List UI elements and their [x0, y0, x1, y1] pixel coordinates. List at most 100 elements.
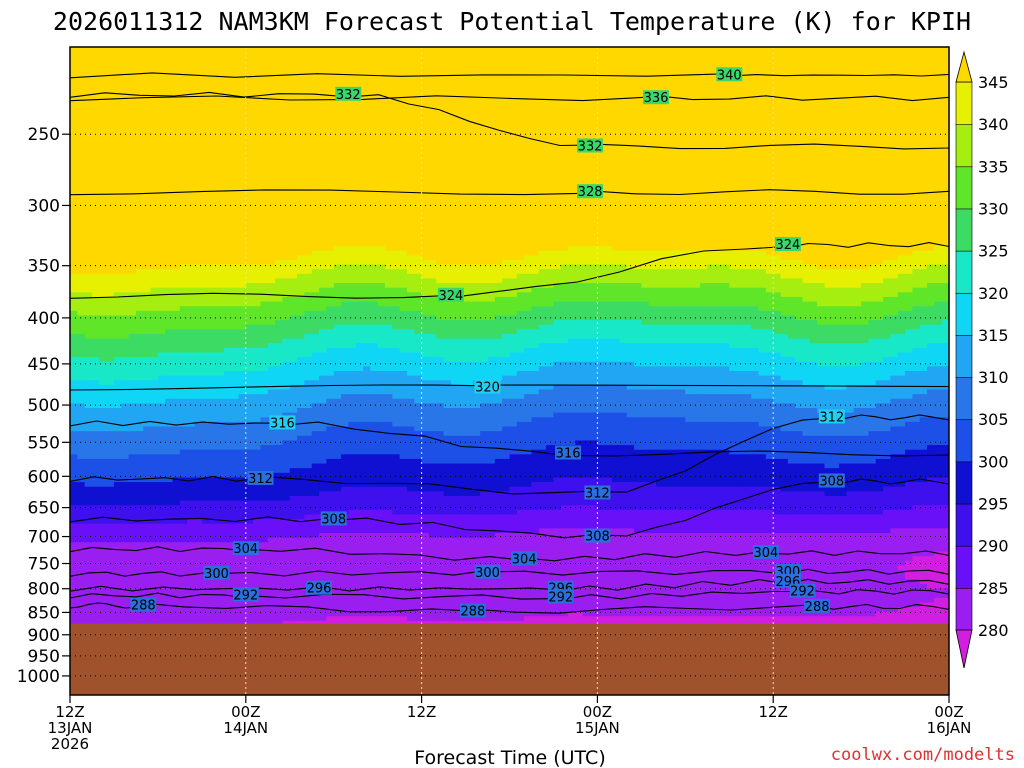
temperature-cell — [172, 602, 181, 608]
temperature-cell — [245, 329, 254, 335]
temperature-cell — [245, 574, 254, 580]
temperature-cell — [319, 463, 327, 469]
temperature-cell — [84, 366, 93, 372]
temperature-cell — [209, 611, 218, 617]
temperature-cell — [179, 185, 188, 192]
temperature-cell — [289, 468, 298, 474]
temperature-cell — [113, 565, 122, 571]
temperature-cell — [113, 357, 122, 363]
temperature-cell — [209, 472, 218, 479]
temperature-cell — [187, 292, 196, 298]
temperature-cell — [99, 620, 108, 627]
temperature-cell — [223, 495, 232, 502]
temperature-cell — [282, 333, 291, 340]
temperature-cell — [194, 384, 203, 391]
temperature-cell — [157, 167, 166, 173]
temperature-cell — [150, 171, 159, 178]
temperature-cell — [209, 292, 218, 298]
temperature-cell — [216, 190, 225, 196]
temperature-cell — [194, 79, 203, 85]
temperature-cell — [297, 412, 305, 418]
temperature-cell — [319, 107, 327, 113]
temperature-cell — [77, 463, 86, 469]
temperature-cell — [326, 338, 335, 344]
temperature-cell — [275, 352, 284, 358]
temperature-cell — [253, 287, 262, 293]
temperature-cell — [297, 144, 305, 150]
temperature-cell — [223, 523, 232, 529]
temperature-cell — [297, 565, 305, 571]
temperature-cell — [245, 93, 254, 99]
temperature-cell — [106, 162, 115, 168]
temperature-cell — [179, 102, 188, 108]
temperature-cell — [253, 56, 262, 62]
temperature-cell — [194, 306, 203, 312]
temperature-cell — [179, 403, 188, 409]
temperature-cell — [209, 366, 218, 372]
temperature-cell — [135, 296, 144, 303]
temperature-cell — [201, 347, 210, 354]
temperature-cell — [319, 84, 327, 90]
temperature-cell — [135, 408, 144, 414]
temperature-cell — [194, 570, 203, 576]
temperature-cell — [77, 190, 86, 196]
temperature-cell — [143, 403, 152, 409]
temperature-cell — [143, 269, 152, 275]
temperature-cell — [289, 454, 298, 460]
temperature-cell — [231, 97, 240, 104]
temperature-cell — [289, 449, 298, 455]
temperature-cell — [289, 167, 298, 173]
temperature-cell — [297, 167, 305, 173]
temperature-cell — [113, 102, 122, 108]
temperature-cell — [113, 533, 122, 539]
temperature-cell — [99, 445, 108, 451]
temperature-cell — [128, 468, 137, 474]
temperature-cell — [289, 250, 298, 256]
temperature-cell — [150, 338, 159, 344]
temperature-cell — [172, 199, 181, 205]
temperature-cell — [179, 546, 188, 553]
temperature-cell — [187, 361, 196, 367]
temperature-cell — [238, 292, 247, 298]
temperature-cell — [216, 380, 225, 386]
temperature-cell — [319, 500, 327, 506]
temperature-cell — [91, 620, 100, 627]
temperature-cell — [209, 255, 218, 261]
temperature-cell — [238, 347, 247, 354]
temperature-cell — [267, 162, 276, 168]
temperature-cell — [304, 435, 313, 442]
temperature-cell — [172, 185, 181, 192]
temperature-cell — [172, 389, 181, 395]
temperature-cell — [135, 171, 144, 178]
temperature-cell — [99, 167, 108, 173]
temperature-cell — [282, 144, 291, 150]
temperature-cell — [297, 394, 305, 400]
temperature-cell — [326, 190, 335, 196]
temperature-cell — [91, 371, 100, 377]
temperature-cell — [128, 134, 137, 141]
temperature-cell — [179, 134, 188, 141]
temperature-cell — [135, 421, 144, 428]
temperature-cell — [121, 320, 130, 326]
temperature-cell — [231, 431, 240, 437]
temperature-cell — [194, 421, 203, 428]
temperature-cell — [245, 107, 254, 113]
temperature-cell — [179, 195, 188, 201]
temperature-cell — [245, 343, 254, 349]
temperature-cell — [297, 264, 305, 270]
temperature-cell — [223, 583, 232, 590]
temperature-cell — [128, 583, 137, 590]
temperature-cell — [289, 509, 298, 516]
temperature-cell — [275, 597, 284, 604]
temperature-cell — [209, 329, 218, 335]
temperature-cell — [172, 440, 181, 446]
temperature-cell — [231, 352, 240, 358]
temperature-cell — [216, 273, 225, 280]
temperature-cell — [84, 56, 93, 62]
temperature-cell — [84, 523, 93, 529]
temperature-cell — [275, 310, 284, 317]
temperature-cell — [201, 232, 210, 238]
temperature-cell — [179, 431, 188, 437]
temperature-cell — [216, 445, 225, 451]
temperature-cell — [194, 246, 203, 252]
